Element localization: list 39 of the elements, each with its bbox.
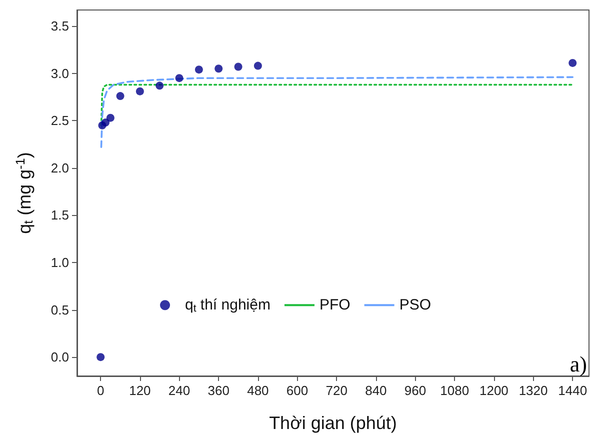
x-tick-label: 120	[129, 383, 151, 398]
annotation: a)	[570, 352, 588, 376]
point	[234, 62, 242, 71]
y-tick-label: 0.0	[50, 350, 69, 365]
x-tick-label: 1320	[518, 383, 548, 398]
legend-label: PFO	[319, 296, 350, 314]
point	[116, 92, 124, 100]
x-tick-label: 1200	[479, 383, 508, 398]
x-tick-label: 720	[326, 383, 348, 398]
x-tick-label: 960	[404, 383, 426, 398]
point	[136, 87, 144, 96]
x-axis-title: Thời gian (phút)	[269, 413, 397, 433]
x-tick-label: 240	[168, 383, 190, 398]
x-tick-label: 840	[365, 383, 387, 398]
point	[96, 353, 105, 362]
x-tick-label: 600	[286, 383, 308, 398]
point	[102, 118, 110, 127]
point	[254, 62, 262, 70]
x-tick-label: 360	[208, 383, 230, 398]
y-tick-label: 1.0	[50, 255, 69, 270]
y-tick-label: 1.5	[50, 208, 69, 223]
y-tick-label: 2.0	[50, 160, 69, 176]
point	[106, 114, 114, 122]
y-axis-title: qt (mg g-1)	[13, 152, 36, 234]
y-tick-label: 2.5	[50, 113, 69, 128]
y-tick-label: 0.5	[50, 302, 69, 318]
x-tick-label: 1440	[558, 383, 588, 398]
point	[214, 64, 223, 73]
x-tick-label: 480	[247, 383, 269, 398]
y-tick-label: 3.5	[50, 18, 69, 34]
x-tick-label: 1080	[440, 383, 470, 398]
y-tick-label: 3.0	[50, 66, 69, 81]
legend-label: PSO	[399, 296, 431, 314]
point	[156, 82, 164, 90]
x-tick-label: 0	[96, 383, 104, 398]
point	[568, 58, 577, 67]
point	[175, 74, 184, 82]
line-series	[100, 76, 574, 148]
point	[194, 66, 203, 74]
